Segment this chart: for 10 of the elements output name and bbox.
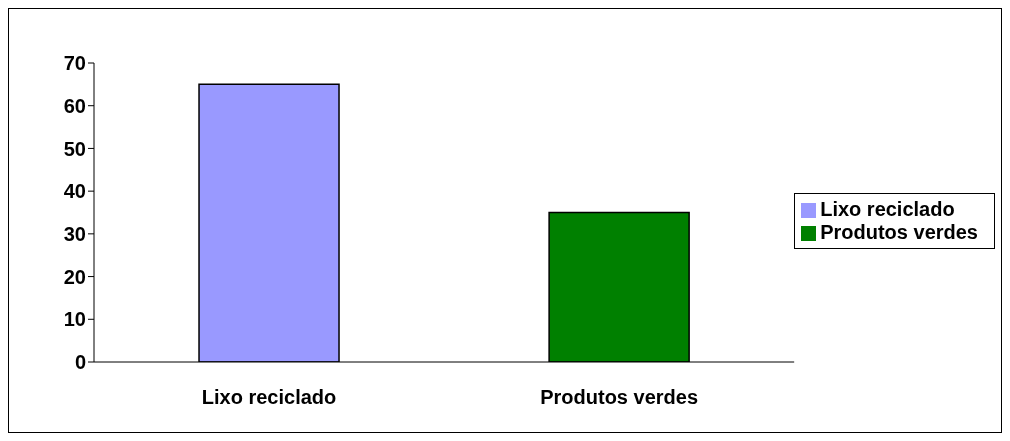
- y-tick-label: 50: [63, 137, 86, 160]
- y-tick-label: 40: [63, 180, 86, 203]
- y-tick-label: 10: [63, 308, 86, 331]
- legend-label: Lixo reciclado: [820, 197, 955, 220]
- y-tick-label: 60: [63, 94, 86, 117]
- y-tick-label: 0: [74, 351, 86, 374]
- y-tick-label: 30: [63, 222, 86, 245]
- y-tick-label: 70: [63, 52, 86, 75]
- legend-label: Produtos verdes: [820, 220, 978, 243]
- y-tick-label: 20: [63, 265, 86, 288]
